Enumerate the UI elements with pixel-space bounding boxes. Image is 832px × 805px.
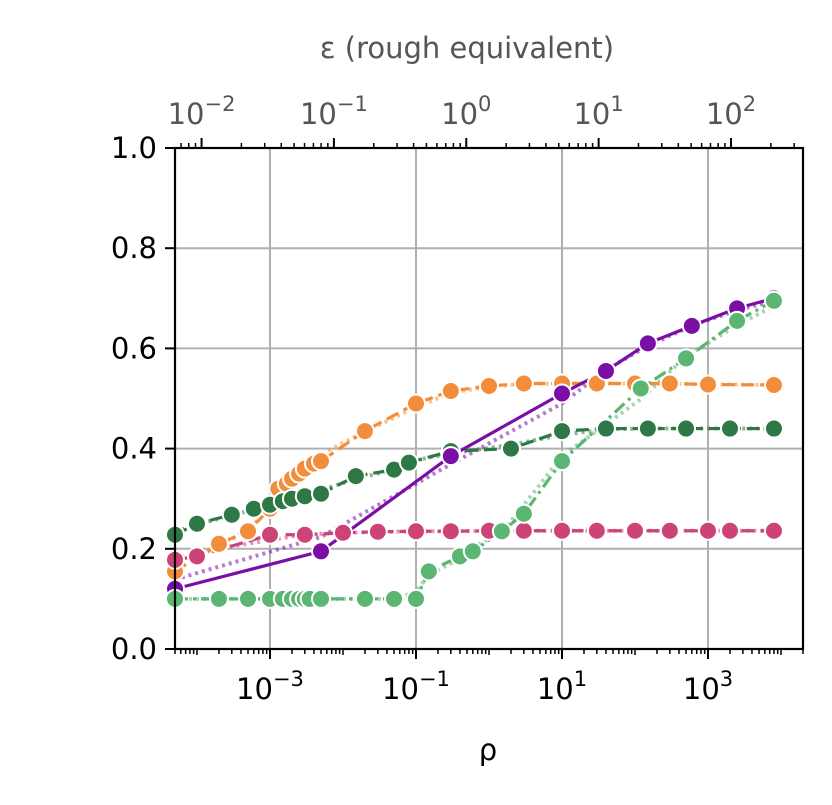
data-point [595,418,616,439]
data-point [552,421,573,442]
data-point [500,438,521,459]
data-point [405,588,426,609]
data-point [763,374,784,395]
data-point [440,521,461,542]
data-point [586,520,607,541]
data-point [625,520,646,541]
data-point [345,466,366,487]
data-series [165,288,784,609]
y-tick-label: 0.6 [111,331,157,365]
y-tick-label: 1.0 [111,131,157,165]
data-point [418,561,439,582]
data-point [676,418,697,439]
data-point [659,520,680,541]
data-point [294,486,315,507]
series-line [174,529,774,562]
data-point [595,360,616,381]
data-point [552,383,573,404]
data-point [763,520,784,541]
data-point [698,374,719,395]
data-point [513,520,534,541]
data-point [719,418,740,439]
data-point [238,588,259,609]
data-point [637,333,658,354]
data-point [238,521,259,542]
data-point [311,451,332,472]
data-point [354,421,375,442]
top-tick-label: 10−1 [300,92,368,131]
data-point [311,483,332,504]
data-point [698,520,719,541]
data-point [294,524,315,545]
y-tick-label: 0.0 [111,632,157,666]
data-point [552,451,573,472]
data-point [243,498,264,519]
data-point [491,521,512,542]
data-point [405,393,426,414]
data-point [763,290,784,311]
top-x-axis: 10−2 10−1 100 101 102 [168,92,795,148]
top-tick-label: 101 [573,92,623,131]
top-axis-title: ε (rough equivalent) [320,31,614,65]
x-tick-label: 101 [537,667,587,706]
data-point [637,418,658,439]
x-tick-label: 10−1 [382,667,450,706]
y-tick-label: 0.4 [111,432,157,466]
data-point [186,546,207,567]
data-point [552,520,573,541]
data-point [311,541,332,562]
data-point [479,375,499,396]
data-point [719,520,740,541]
y-tick-label: 0.2 [111,532,157,566]
data-point [440,380,461,401]
x-tick-label: 10−3 [236,667,304,706]
data-point [630,378,651,399]
data-point [208,533,229,554]
data-point [763,418,784,439]
data-point [208,588,229,609]
data-point [462,541,483,562]
data-point [405,521,426,542]
data-point [513,503,534,524]
data-point [676,348,697,369]
data-point [354,588,375,609]
x-tick-label: 103 [683,667,733,706]
x-axis-title: ρ [479,733,497,767]
data-point [513,373,534,394]
grid-lines [175,147,803,650]
data-point [659,373,680,394]
top-tick-label: 102 [706,92,756,131]
data-point [186,513,207,534]
top-tick-label: 100 [441,92,491,131]
data-point [727,310,748,331]
data-point [384,588,405,609]
data-point [259,524,280,545]
data-point [681,315,702,336]
data-point [398,452,419,473]
top-tick-label: 10−2 [168,92,236,131]
data-point [440,446,461,467]
y-tick-label: 0.8 [111,231,157,265]
data-point [367,521,388,542]
y-axis: 0.0 0.2 0.4 0.6 0.8 1.0 [111,131,175,666]
data-point [221,504,242,525]
data-point [311,588,332,609]
data-point [332,522,353,543]
bottom-x-axis: 10−3 10−1 101 103 [174,649,804,706]
